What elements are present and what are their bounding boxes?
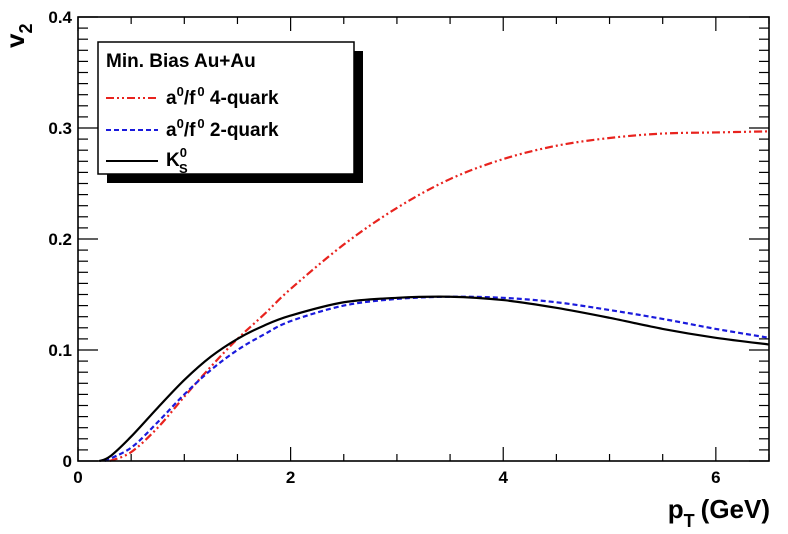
- y-axis-title-sub: 2: [16, 24, 36, 34]
- y-tick-label: 0.1: [48, 341, 72, 360]
- legend-box: [97, 41, 355, 175]
- y-tick-label: 0.2: [48, 230, 72, 249]
- series-line-ks: [98, 295, 770, 463]
- x-axis-title: pT (GeV): [668, 494, 770, 531]
- legend-2quark-sup1: 0: [177, 116, 184, 131]
- legend-2quark-mid: /f: [184, 120, 196, 141]
- y-tick-label: 0.4: [48, 8, 72, 27]
- legend-2quark-base: a: [166, 120, 177, 141]
- legend-2quark-rest: 2-quark: [205, 120, 279, 141]
- legend-4quark-mid: /f: [184, 88, 196, 109]
- legend: Min. Bias Au+Au a0/f 0 4-quark a0/f 0 2-qu…: [97, 41, 363, 183]
- x-tick-label: 2: [286, 468, 295, 487]
- series-line-4quark: [109, 130, 770, 463]
- legend-ks-sup: 0: [180, 145, 187, 160]
- x-axis-title-unit: (GeV): [701, 494, 770, 524]
- legend-4quark-sup2: 0: [197, 84, 204, 99]
- legend-4quark-rest: 4-quark: [205, 88, 279, 109]
- series-line-2quark: [104, 295, 770, 462]
- y-axis-title: v2: [0, 24, 36, 48]
- series-layer: [98, 130, 770, 463]
- ticks-layer: 0 2 4 6 0 0.1 0.2 0.3 0.4: [48, 8, 770, 487]
- y-axis-title-main: v: [0, 33, 30, 48]
- legend-4quark-base: a: [166, 88, 177, 109]
- legend-label-2quark: a0/f 0 2-quark: [166, 116, 279, 141]
- legend-title: Min. Bias Au+Au: [106, 51, 256, 72]
- legend-ks-base: K: [166, 150, 180, 171]
- x-axis-title-sub: T: [684, 511, 695, 531]
- x-tick-label: 4: [498, 468, 508, 487]
- x-tick-label: 0: [73, 468, 82, 487]
- x-tick-label: 6: [711, 468, 720, 487]
- legend-2quark-sup2: 0: [197, 116, 204, 131]
- x-axis-title-main: p: [668, 494, 684, 524]
- legend-ks-sub: S: [179, 161, 188, 176]
- legend-label-ks: K0 S: [166, 145, 188, 176]
- y-tick-label: 0: [63, 452, 72, 471]
- legend-label-4quark: a0/f 0 4-quark: [166, 84, 279, 109]
- y-tick-label: 0.3: [48, 119, 72, 138]
- legend-4quark-sup1: 0: [177, 84, 184, 99]
